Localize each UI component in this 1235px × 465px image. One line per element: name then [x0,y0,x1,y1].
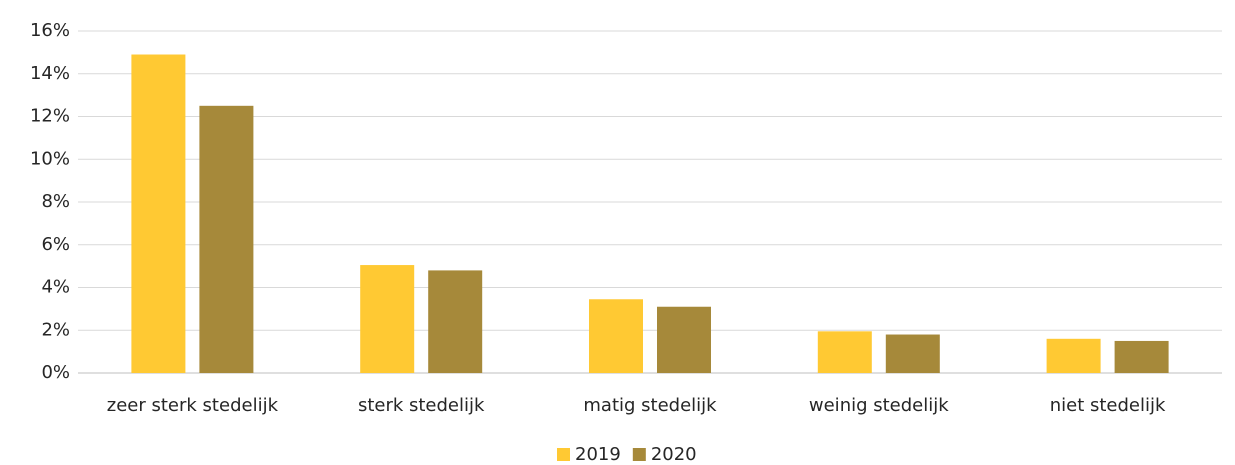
bar [885,334,940,373]
bar [199,105,254,373]
legend-swatch [557,448,570,461]
x-tick-label: niet stedelijk [1050,395,1166,416]
bar [428,270,483,373]
bar [817,331,872,373]
legend-swatch [632,448,646,461]
x-tick-label: weinig stedelijk [809,395,949,416]
legend-label: 2019 [575,444,621,465]
y-tick-label: 12% [30,106,70,127]
y-tick-label: 4% [41,277,70,298]
bar [1114,340,1169,373]
y-tick-label: 8% [41,191,70,212]
x-tick-label: zeer sterk stedelijk [107,395,279,416]
bar [657,306,711,373]
y-tick-label: 0% [41,362,70,383]
x-tick-label: matig stedelijk [583,395,717,416]
y-tick-label: 14% [30,63,70,84]
bar [131,54,186,373]
y-tick-label: 6% [41,234,70,255]
bar [1046,338,1101,373]
x-tick-label: sterk stedelijk [358,395,485,416]
y-tick-label: 16% [30,20,70,41]
legend-label: 2020 [651,444,697,465]
bar [589,299,643,373]
bar [360,265,415,373]
y-tick-label: 10% [30,148,70,169]
y-tick-label: 2% [41,319,70,340]
